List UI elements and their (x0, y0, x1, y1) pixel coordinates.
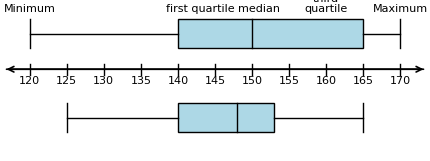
Text: 170: 170 (390, 76, 411, 86)
Text: Maximum: Maximum (373, 5, 428, 14)
Text: 160: 160 (316, 76, 337, 86)
Text: median: median (239, 5, 280, 14)
Text: Minimum: Minimum (4, 5, 55, 14)
Bar (178, 103, 274, 132)
Text: 120: 120 (19, 76, 40, 86)
Text: 150: 150 (242, 76, 263, 86)
Text: 165: 165 (353, 76, 374, 86)
Text: first quartile: first quartile (166, 5, 234, 14)
Text: 155: 155 (279, 76, 300, 86)
Text: 125: 125 (56, 76, 77, 86)
Text: third
quartile: third quartile (304, 0, 348, 14)
Text: 145: 145 (204, 76, 226, 86)
Text: 130: 130 (93, 76, 114, 86)
Text: 135: 135 (130, 76, 151, 86)
Text: 140: 140 (167, 76, 188, 86)
Bar (178, 19, 363, 48)
